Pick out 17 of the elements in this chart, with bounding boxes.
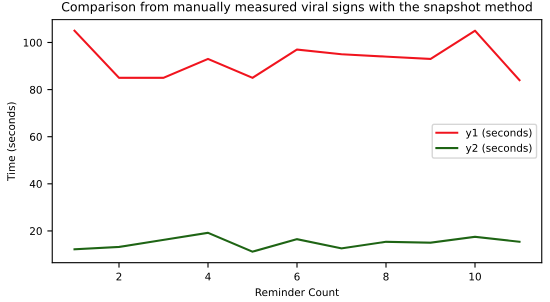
- chart-title: Comparison from manually measured viral signs with the snapshot method: [62, 2, 532, 14]
- legend-label: y1 (seconds): [466, 128, 532, 139]
- y-tick-label: 80: [30, 86, 42, 94]
- x-tick-label: 2: [116, 272, 122, 280]
- x-tick-label: 10: [470, 272, 481, 281]
- x-axis-title: Reminder Count: [256, 288, 339, 296]
- x-tick-label: 4: [205, 272, 211, 280]
- y-tick-label: 60: [30, 132, 42, 141]
- x-tick-label: 8: [383, 272, 389, 281]
- legend-label: y2 (seconds): [466, 144, 532, 154]
- line-series: [73, 232, 521, 253]
- y-axis-title: Time (seconds): [7, 102, 16, 181]
- y-tick-label: 40: [30, 180, 42, 188]
- y-tick-label: 20: [30, 227, 42, 236]
- x-tick-label: 6: [294, 272, 300, 281]
- line-series: [73, 30, 521, 82]
- y-tick-label: 100: [24, 38, 42, 47]
